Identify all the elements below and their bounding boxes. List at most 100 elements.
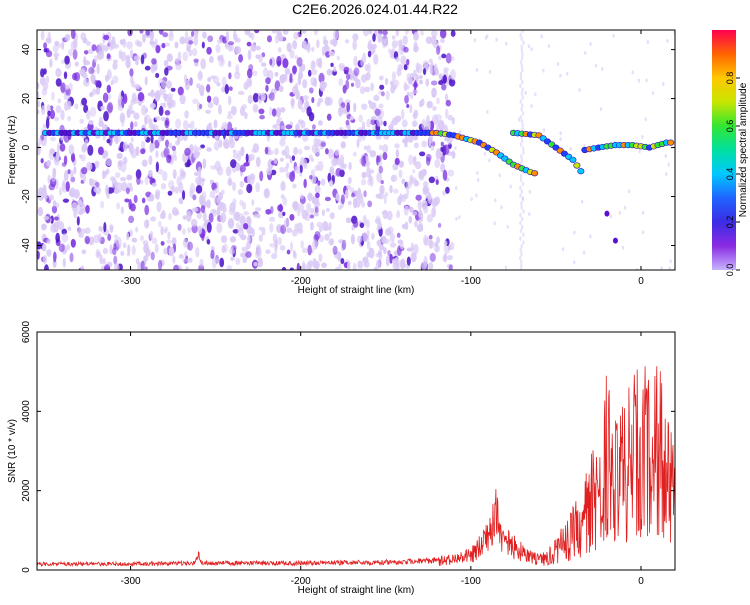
spectrogram-noise-blob xyxy=(261,96,266,102)
spectrogram-noise-blob xyxy=(206,221,212,233)
spectrogram-noise-blob xyxy=(115,236,122,248)
spectrogram-noise-blob xyxy=(394,157,400,166)
spectrogram-noise-blob xyxy=(98,42,105,53)
spectrogram-noise-blob xyxy=(157,259,163,270)
spectrogram-noise-blob xyxy=(421,118,427,130)
spectrogram-noise-blob xyxy=(377,155,381,163)
spectrogram-noise-blob xyxy=(303,209,311,216)
spectrogram-noise-blob xyxy=(540,34,543,39)
spectrogram-noise-blob xyxy=(280,125,287,130)
spectrogram-noise-blob xyxy=(53,251,57,263)
colorbar-gradient xyxy=(712,30,736,270)
spectrogram-noise-blob xyxy=(93,55,98,63)
spectrogram-noise-blob xyxy=(82,143,88,152)
spectrogram-noise-blob xyxy=(333,158,339,165)
spectrogram-noise-blob xyxy=(347,261,351,270)
spectrogram-noise-blob xyxy=(228,95,232,106)
spectrogram-noise-blob xyxy=(188,123,192,129)
spectrogram-noise-blob xyxy=(520,64,524,69)
spectrogram-noise-blob xyxy=(205,109,212,114)
spectrogram-noise-blob xyxy=(443,240,448,246)
spectrogram-noise-blob xyxy=(422,68,427,76)
spectrogram-noise-blob xyxy=(95,87,100,95)
spectrogram-noise-blob xyxy=(328,148,334,159)
spectrogram-noise-blob xyxy=(206,238,211,245)
spectrogram-noise-blob xyxy=(164,42,171,47)
spectrogram-noise-blob xyxy=(580,199,584,204)
spectrogram-noise-blob xyxy=(376,172,382,183)
spectrogram-noise-blob xyxy=(67,48,73,57)
spectrogram-noise-blob xyxy=(43,42,48,50)
spectrogram-noise-blob xyxy=(247,49,252,61)
spectrogram-noise-blob xyxy=(172,169,177,180)
spectrogram-noise-blob xyxy=(251,228,255,238)
spectrogram-noise-blob xyxy=(190,120,195,130)
spectrogram-noise-blob xyxy=(646,40,650,45)
spectrogram-noise-blob xyxy=(293,32,299,40)
spectrogram-noise-blob xyxy=(332,245,338,255)
spectrogram-noise-blob xyxy=(311,96,315,104)
spectrogram-noise-blob xyxy=(440,38,445,44)
spectrogram-noise-blob xyxy=(428,136,432,148)
colorbar-tick-label: 0.4 xyxy=(725,168,735,181)
spectrogram-noise-blob xyxy=(201,41,205,49)
spectrogram-noise-blob xyxy=(385,255,390,267)
spectrogram-noise-blob xyxy=(230,159,237,168)
spectrogram-noise-blob xyxy=(433,63,438,75)
spectrogram-noise-blob xyxy=(445,52,452,64)
spectrogram-noise-blob xyxy=(361,171,367,179)
spectrogram-noise-blob xyxy=(637,78,641,83)
spectrogram-noise-blob xyxy=(90,178,96,188)
spectrogram-noise-blob xyxy=(228,72,232,80)
spectrogram-noise-blob xyxy=(520,189,524,194)
spectrogram-noise-blob xyxy=(164,139,170,148)
spectrogram-noise-blob xyxy=(281,266,287,270)
spectrogram-noise-blob xyxy=(40,187,47,199)
spectrogram-noise-blob xyxy=(254,30,260,34)
spectrogram-noise-blob xyxy=(246,183,253,194)
spectrogram-noise-blob xyxy=(227,110,232,116)
spectrogram-noise-blob xyxy=(470,197,473,202)
spectrogram-noise-blob xyxy=(111,36,116,46)
spectrogram-noise-blob xyxy=(150,30,155,41)
spectrogram-noise-blob xyxy=(259,114,265,120)
spectrogram-noise-blob xyxy=(390,175,396,183)
spectrogram-noise-blob xyxy=(326,68,333,76)
spectrogram-noise-blob xyxy=(362,214,367,226)
spectrogram-noise-blob xyxy=(49,58,53,68)
spectrogram-noise-blob xyxy=(41,88,48,96)
spectrogram-noise-blob xyxy=(70,176,76,183)
spectrogram-noise-blob xyxy=(429,252,436,262)
spectrogram-noise-blob xyxy=(314,212,319,217)
spectrogram-noise-blob xyxy=(99,254,103,265)
spectrogram-noise-blob xyxy=(200,58,207,70)
spectrogram-noise-blob xyxy=(346,73,351,80)
spectrogram-noise-blob xyxy=(72,190,79,198)
spectrogram-noise-blob xyxy=(414,180,420,187)
spectrogram-noise-blob xyxy=(166,93,173,100)
spectrogram-noise-blob xyxy=(289,171,296,182)
spectrogram-noise-blob xyxy=(450,241,455,251)
spectrogram-noise-blob xyxy=(252,92,259,103)
spectrogram-noise-blob xyxy=(174,58,179,63)
spectrogram-noise-blob xyxy=(431,198,439,208)
spectrogram-noise-blob xyxy=(46,238,51,245)
spectrogram-noise-blob xyxy=(404,94,409,104)
spectrogram-noise-blob xyxy=(186,159,191,168)
spectrogram-noise-blob xyxy=(306,202,312,211)
spectrogram-noise-blob xyxy=(62,178,66,187)
spectrogram-noise-blob xyxy=(89,106,97,117)
spectrogram-noise-blob xyxy=(192,207,199,213)
spectrogram-noise-blob xyxy=(375,259,381,270)
spectrogram-noise-blob xyxy=(162,102,167,108)
spectrogram-noise-blob xyxy=(336,55,340,61)
spectrogram-noise-blob xyxy=(338,204,342,210)
spectrogram-noise-blob xyxy=(140,148,146,155)
spectrogram-noise-blob xyxy=(105,168,110,175)
spectrogram-noise-blob xyxy=(341,239,347,251)
spectrogram-noise-blob xyxy=(280,181,286,192)
spectrogram-noise-blob xyxy=(520,259,523,265)
spectrogram-noise-blob xyxy=(154,243,159,254)
spectrogram-noise-blob xyxy=(344,99,352,105)
spectrogram-noise-blob xyxy=(43,216,50,221)
